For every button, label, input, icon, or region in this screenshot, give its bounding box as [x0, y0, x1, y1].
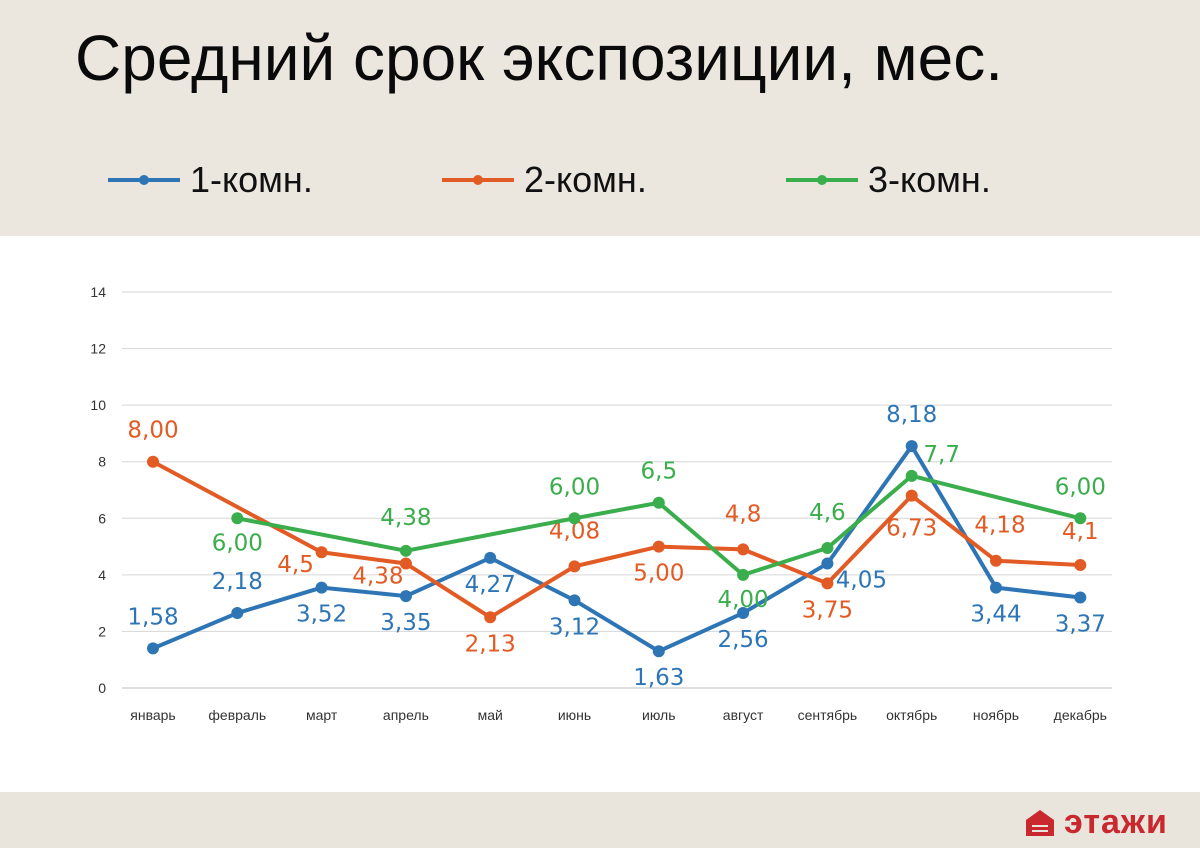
y-tick-label: 14 — [90, 284, 106, 300]
data-label-s3: 4,38 — [380, 505, 431, 531]
brand-name: этажи — [1064, 803, 1168, 841]
y-tick-label: 12 — [90, 341, 106, 357]
data-label-s2: 5,00 — [633, 561, 684, 587]
data-point-s2 — [652, 540, 665, 553]
data-point-s1 — [905, 440, 918, 453]
x-tick-label: ноябрь — [973, 707, 1019, 723]
data-point-s1 — [652, 645, 665, 658]
data-label-s3: 6,00 — [212, 530, 263, 556]
data-point-s1 — [315, 581, 328, 594]
footer: этажи — [0, 792, 1200, 848]
x-tick-label: октябрь — [886, 707, 937, 723]
x-tick-label: январь — [130, 707, 175, 723]
x-tick-label: май — [478, 707, 503, 723]
data-label-s1: 8,18 — [886, 402, 937, 428]
data-label-s2: 4,8 — [725, 501, 762, 527]
legend-swatch-2 — [442, 175, 514, 185]
data-point-s1 — [737, 607, 750, 620]
y-tick-label: 8 — [98, 454, 106, 470]
data-label-s3: 6,5 — [641, 459, 678, 485]
x-tick-label: декабрь — [1054, 707, 1107, 723]
data-label-s1: 4,05 — [836, 568, 887, 594]
data-point-s3 — [652, 496, 665, 509]
data-point-s2 — [737, 543, 750, 556]
data-point-s3 — [1074, 512, 1087, 525]
data-point-s1 — [821, 557, 834, 570]
data-label-s3: 4,6 — [809, 500, 846, 526]
x-tick-label: июль — [642, 707, 675, 723]
y-tick-label: 10 — [90, 397, 106, 413]
legend-label-2: 2-комн. — [524, 159, 647, 200]
data-point-s3 — [231, 512, 244, 525]
data-label-s3: 6,00 — [1055, 474, 1106, 500]
data-label-s1: 3,37 — [1055, 611, 1106, 637]
data-label-s1: 3,35 — [380, 610, 431, 636]
data-label-s3: 4,00 — [717, 587, 768, 613]
data-label-s1: 3,12 — [549, 614, 600, 640]
data-point-s3 — [399, 544, 412, 557]
data-label-s1: 1,58 — [127, 604, 178, 630]
data-point-s2 — [905, 489, 918, 502]
data-point-s3 — [737, 568, 750, 581]
x-tick-label: март — [306, 707, 338, 723]
data-label-s2: 4,38 — [352, 564, 403, 590]
data-point-s1 — [568, 594, 581, 607]
data-label-s2: 8,00 — [127, 418, 178, 444]
data-point-s2 — [821, 577, 834, 590]
data-point-s2 — [990, 554, 1002, 567]
x-tick-label: июнь — [558, 707, 591, 723]
data-point-s1 — [231, 607, 244, 620]
data-label-s2: 4,5 — [277, 552, 314, 578]
data-point-s1 — [990, 581, 1002, 594]
brand-logo: этажи — [1024, 802, 1174, 842]
data-point-s3 — [821, 541, 834, 554]
x-tick-label: апрель — [383, 707, 429, 723]
x-tick-label: февраль — [208, 707, 266, 723]
data-point-s2 — [315, 546, 328, 559]
data-label-s2: 2,13 — [465, 631, 516, 657]
chart-panel: 0 2 4 6 8 10 12 14 январь февраль март апрель май июн… — [0, 236, 1200, 792]
header-area — [0, 0, 1200, 236]
building-logo-icon — [1026, 810, 1054, 836]
data-point-s2 — [147, 455, 159, 468]
data-label-s1: 3,52 — [296, 602, 347, 628]
data-label-s1: 2,18 — [212, 569, 263, 595]
data-label-s1: 4,27 — [465, 572, 516, 598]
series-line-1 — [152, 444, 1081, 654]
data-point-s1 — [399, 590, 412, 603]
y-tick-label: 2 — [98, 623, 106, 639]
line-chart: 0 2 4 6 8 10 12 14 январь февраль март апрель май июн… — [90, 284, 1112, 723]
data-point-s2 — [1074, 558, 1087, 571]
legend-label-3: 3-комн. — [868, 159, 991, 200]
data-label-s2: 3,75 — [802, 597, 853, 623]
x-tick-label: август — [723, 707, 764, 723]
legend-swatch-1 — [108, 175, 180, 185]
data-label-s3: 7,7 — [923, 442, 960, 468]
data-label-s3: 6,00 — [549, 474, 600, 500]
y-tick-label: 0 — [98, 680, 106, 696]
data-label-s2: 4,18 — [974, 513, 1025, 539]
data-label-s1: 2,56 — [717, 627, 768, 653]
y-tick-label: 4 — [98, 567, 106, 583]
data-label-s1: 3,44 — [970, 602, 1021, 628]
legend-label-1: 1-комн. — [190, 159, 313, 200]
legend-swatch-3 — [786, 175, 858, 185]
data-label-s1: 1,63 — [633, 665, 684, 691]
data-point-s3 — [568, 512, 581, 525]
data-point-s1 — [484, 551, 497, 564]
chart-title: Средний срок экспозиции, мес. — [75, 22, 1004, 94]
y-tick-label: 6 — [98, 510, 106, 526]
data-point-s2 — [399, 557, 412, 570]
data-point-s3 — [905, 469, 918, 482]
data-point-s2 — [568, 560, 581, 573]
data-point-s2 — [484, 611, 497, 624]
data-point-s1 — [1074, 591, 1087, 604]
series-line-3 — [236, 473, 1081, 577]
x-tick-label: сентябрь — [798, 707, 858, 723]
data-label-s2: 6,73 — [886, 516, 937, 542]
data-point-s1 — [147, 642, 159, 655]
